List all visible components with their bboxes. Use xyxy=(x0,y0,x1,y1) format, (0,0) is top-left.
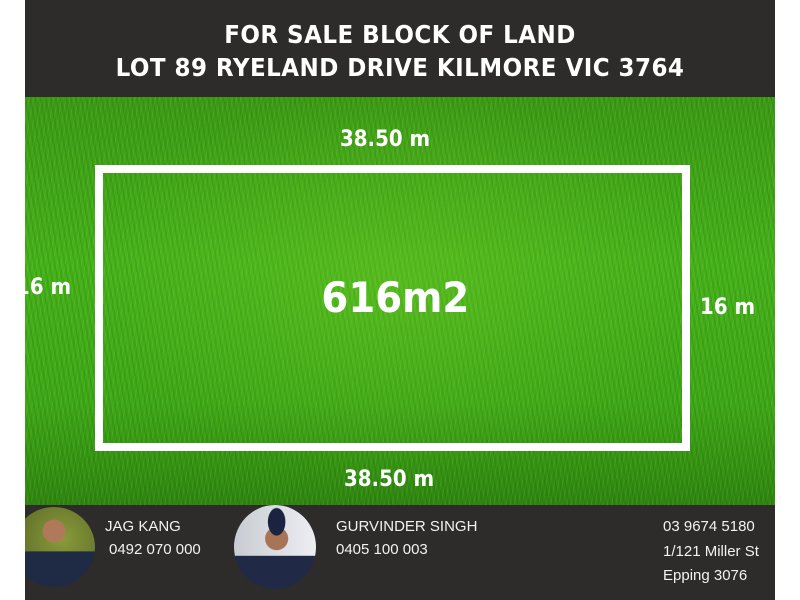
agent-name: GURVINDER SINGH xyxy=(336,518,478,535)
office-phone: 03 9674 5180 xyxy=(663,518,755,535)
right-depth-label: 16 m xyxy=(700,295,756,320)
land-plan: 38.50 m 616m2 16 m 16 m 38.50 m xyxy=(25,97,775,505)
lot-area: 616m2 xyxy=(321,273,470,322)
agent-name: JAG KANG xyxy=(105,518,181,535)
title-line-2: LOT 89 RYELAND DRIVE KILMORE VIC 3764 xyxy=(115,53,685,82)
title-line-1: FOR SALE BLOCK OF LAND xyxy=(224,20,576,49)
top-width-label: 38.50 m xyxy=(340,127,431,152)
agent-phone: 0492 070 000 xyxy=(109,541,201,558)
header-banner: FOR SALE BLOCK OF LAND LOT 89 RYELAND DR… xyxy=(25,0,775,97)
left-depth-label: 16 m xyxy=(25,275,72,300)
agent-phone: 0405 100 003 xyxy=(336,541,428,558)
agent-avatar-jag-kang xyxy=(25,507,95,587)
office-address-line-1: 1/121 Miller St xyxy=(663,543,759,560)
office-address-line-2: Epping 3076 xyxy=(663,567,748,584)
lot-boundary xyxy=(95,165,690,451)
footer-contacts: JAG KANG 0492 070 000 GURVINDER SINGH 04… xyxy=(25,505,775,600)
bottom-width-label: 38.50 m xyxy=(344,467,435,492)
agent-avatar-gurvinder-singh xyxy=(234,505,316,589)
